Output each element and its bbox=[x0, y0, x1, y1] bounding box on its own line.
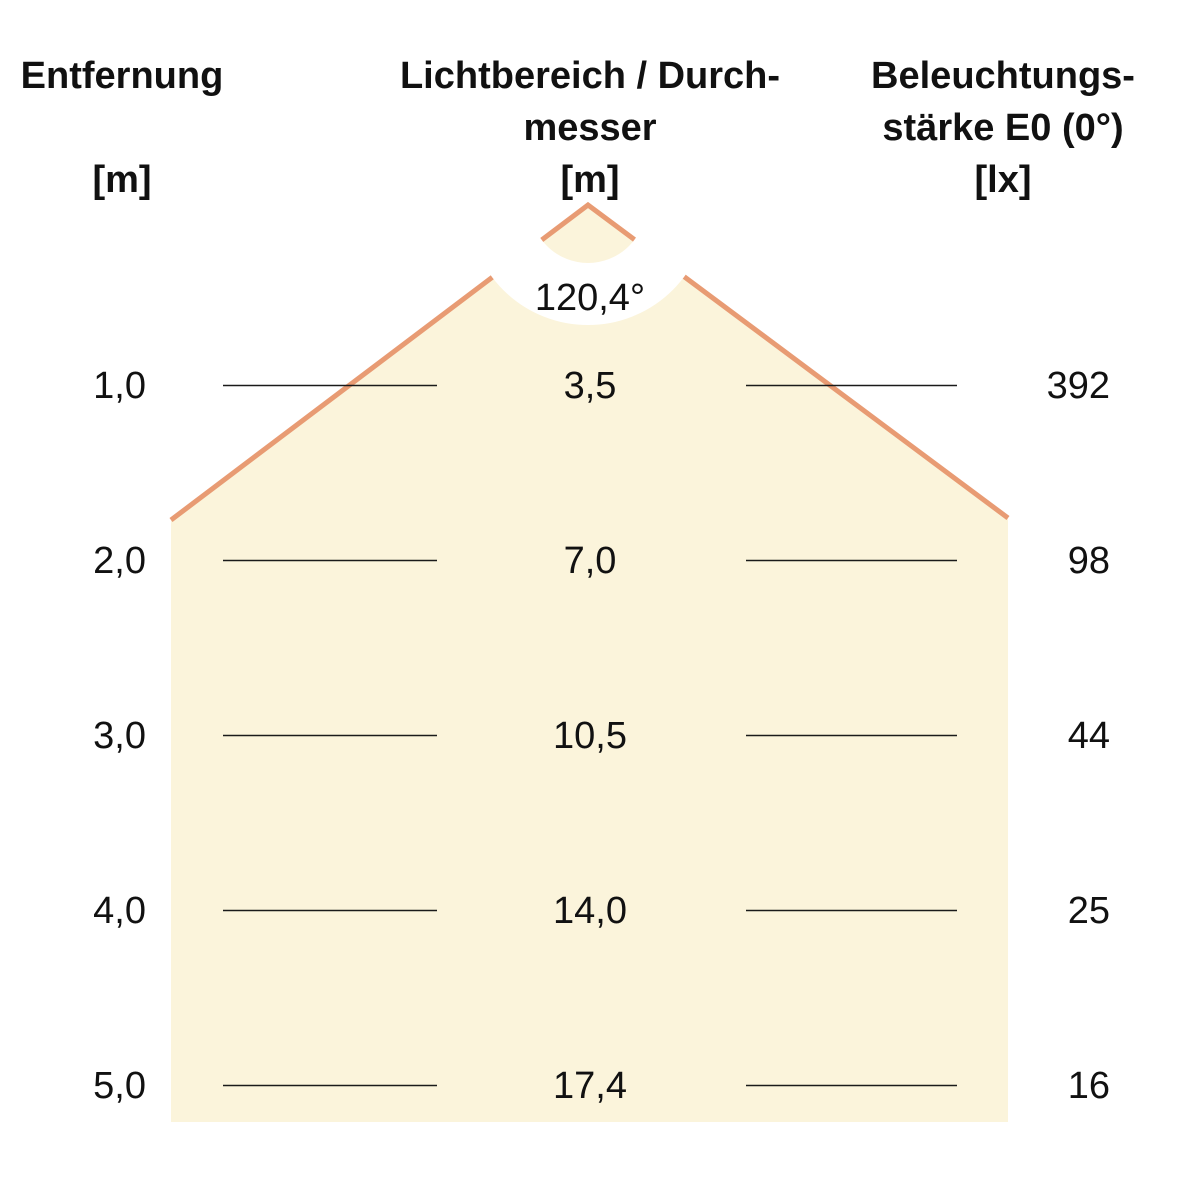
illuminance-value-row-1: 392 bbox=[1046, 365, 1110, 407]
illuminance-value-row-3: 44 bbox=[1067, 715, 1110, 757]
diameter-value-row-2: 7,0 bbox=[563, 540, 617, 582]
distance-value-row-3: 3,0 bbox=[93, 715, 146, 757]
distance-value-row-5: 5,0 bbox=[93, 1065, 146, 1107]
diameter-value-row-1: 3,5 bbox=[563, 365, 617, 407]
column-header-illuminance-unit: [lx] bbox=[974, 159, 1032, 201]
beam-angle-label: 120,4° bbox=[534, 277, 646, 319]
distance-value-row-4: 4,0 bbox=[93, 890, 146, 932]
diameter-value-row-3: 10,5 bbox=[553, 715, 627, 757]
column-header-distance-unit: [m] bbox=[92, 159, 152, 201]
light-cone-fill bbox=[171, 205, 1008, 1122]
distance-value-row-1: 1,0 bbox=[93, 365, 146, 407]
diameter-value-row-4: 14,0 bbox=[553, 890, 627, 932]
beam-edge-lines bbox=[169, 201, 1010, 522]
diameter-value-row-5: 17,4 bbox=[553, 1065, 627, 1107]
column-header-distance: Entfernung bbox=[20, 55, 224, 97]
column-header-diameter-line2: messer bbox=[523, 107, 657, 149]
distance-value-row-2: 2,0 bbox=[93, 540, 146, 582]
column-header-diameter-unit: [m] bbox=[560, 159, 620, 201]
row-reference-lines bbox=[223, 384, 957, 1087]
column-header-diameter-line1: Lichtbereich / Durch- bbox=[399, 55, 781, 97]
column-header-illuminance-line2: stärke E0 (0°) bbox=[882, 107, 1124, 149]
beam-angle-arc-band bbox=[468, 85, 708, 325]
illuminance-value-row-2: 98 bbox=[1067, 540, 1110, 582]
illuminance-value-row-4: 25 bbox=[1067, 890, 1110, 932]
column-header-illuminance-line1: Beleuchtungs- bbox=[871, 55, 1135, 97]
illuminance-value-row-5: 16 bbox=[1067, 1065, 1110, 1107]
